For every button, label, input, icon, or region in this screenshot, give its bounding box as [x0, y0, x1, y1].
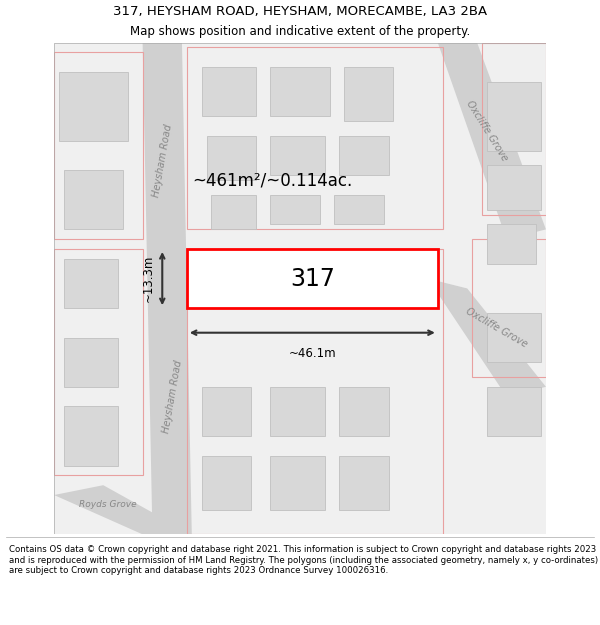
Bar — [64, 259, 118, 308]
Text: ~46.1m: ~46.1m — [289, 348, 336, 361]
Bar — [334, 195, 383, 224]
Bar — [271, 136, 325, 175]
Bar — [211, 195, 256, 229]
Bar — [206, 136, 256, 180]
Bar — [487, 166, 541, 210]
Text: 317, HEYSHAM ROAD, HEYSHAM, MORECAMBE, LA3 2BA: 317, HEYSHAM ROAD, HEYSHAM, MORECAMBE, L… — [113, 6, 487, 18]
Bar — [187, 249, 443, 534]
Bar — [54, 249, 143, 476]
Text: Oxcliffe Grove: Oxcliffe Grove — [464, 99, 509, 163]
Text: Royds Grove: Royds Grove — [79, 501, 136, 509]
Bar — [271, 456, 325, 510]
Bar — [54, 52, 143, 239]
Bar — [340, 136, 389, 175]
Bar — [271, 387, 325, 436]
Text: Contains OS data © Crown copyright and database right 2021. This information is : Contains OS data © Crown copyright and d… — [9, 545, 598, 575]
Bar — [344, 67, 394, 121]
Text: ~461m²/~0.114ac.: ~461m²/~0.114ac. — [192, 171, 352, 189]
Text: 317: 317 — [290, 267, 335, 291]
Bar — [482, 42, 546, 214]
Bar — [487, 224, 536, 264]
Bar — [487, 313, 541, 362]
Polygon shape — [143, 42, 192, 534]
Bar — [64, 406, 118, 466]
Text: Oxcliffe Grove: Oxcliffe Grove — [464, 306, 529, 349]
Bar — [340, 456, 389, 510]
Text: Heysham Road: Heysham Road — [161, 359, 184, 434]
Bar — [59, 72, 128, 141]
Bar — [487, 387, 541, 436]
Polygon shape — [54, 485, 192, 534]
Bar — [202, 387, 251, 436]
Bar — [64, 171, 123, 229]
Bar — [187, 48, 443, 229]
Bar — [187, 249, 438, 308]
Polygon shape — [438, 42, 546, 239]
Text: Heysham Road: Heysham Road — [151, 123, 173, 198]
Bar — [271, 67, 329, 116]
Bar — [202, 67, 256, 116]
Bar — [472, 239, 546, 377]
Bar — [271, 195, 320, 224]
Bar — [64, 338, 118, 387]
Bar — [202, 456, 251, 510]
Bar — [340, 387, 389, 436]
Text: ~13.3m: ~13.3m — [142, 255, 155, 302]
Polygon shape — [428, 279, 546, 397]
Text: Map shows position and indicative extent of the property.: Map shows position and indicative extent… — [130, 26, 470, 38]
Bar — [487, 82, 541, 151]
